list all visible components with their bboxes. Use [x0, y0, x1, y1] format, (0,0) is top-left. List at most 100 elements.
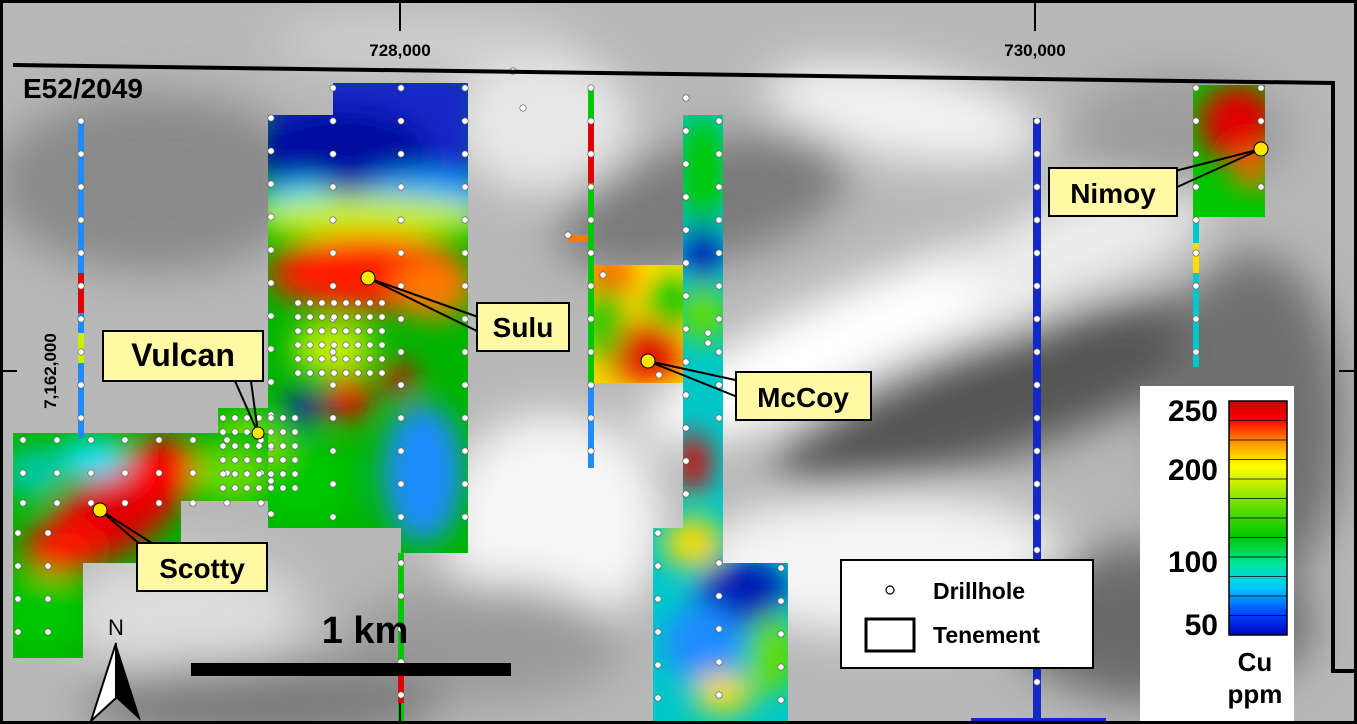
- drillhole-dot: [14, 628, 22, 636]
- colorbar-unit-ppm: ppm: [1228, 679, 1283, 709]
- drillhole-dot: [342, 355, 350, 363]
- drillhole-dot: [44, 529, 52, 537]
- drillhole-dot: [682, 94, 690, 102]
- drillhole-dot: [461, 249, 469, 257]
- drillhole-dot: [231, 442, 239, 450]
- easting-label-730000: 730,000: [1004, 41, 1065, 60]
- drillhole-dot: [1033, 117, 1041, 125]
- prospect-label-sulu: Sulu: [493, 312, 554, 343]
- drillhole-dot: [19, 469, 27, 477]
- drillhole-dot: [306, 299, 314, 307]
- drillhole-dot: [189, 499, 197, 507]
- drillhole-dot: [243, 428, 251, 436]
- drillhole-dot: [291, 470, 299, 478]
- prospect-label-nimoy: Nimoy: [1070, 178, 1156, 209]
- drillhole-dot: [378, 299, 386, 307]
- prospect-marker-nimoy: [1253, 141, 1269, 157]
- drillhole-dot: [1192, 348, 1200, 356]
- callout-box-mccoy: [735, 371, 872, 421]
- drillhole-dot: [53, 436, 61, 444]
- drillhole-dot: [53, 499, 61, 507]
- drillhole-dot: [397, 513, 405, 521]
- drillhole-dot: [294, 355, 302, 363]
- prospect-marker-mccoy: [640, 353, 656, 369]
- drillhole-dot: [397, 249, 405, 257]
- drillhole-dot: [44, 562, 52, 570]
- drillhole-dot: [461, 84, 469, 92]
- callout-box-vulcan: [102, 330, 264, 382]
- drillhole-dot: [279, 428, 287, 436]
- drillhole-dot: [704, 339, 712, 347]
- drillhole-dot: [267, 246, 275, 254]
- drillhole-dot: [682, 193, 690, 201]
- drillhole-dot: [77, 216, 85, 224]
- colorbar: 250 200 100 50 Cu ppm: [1140, 386, 1294, 721]
- drillhole-dot: [354, 369, 362, 377]
- drillhole-dot: [397, 592, 405, 600]
- drillhole-dot: [87, 436, 95, 444]
- drillhole-dot: [329, 513, 337, 521]
- drillhole-dot: [267, 510, 275, 518]
- drillhole-dot: [587, 183, 595, 191]
- prospect-scotty: Scotty: [92, 502, 268, 592]
- drillhole-dot: [14, 562, 22, 570]
- drillhole-dot: [397, 480, 405, 488]
- drillhole-dot: [19, 499, 27, 507]
- north-arrow-label: N: [108, 615, 124, 640]
- drillhole-dot: [366, 369, 374, 377]
- drillhole-dot: [255, 442, 263, 450]
- drillhole-dot: [655, 371, 663, 379]
- legend: Drillhole Tenement: [840, 559, 1094, 669]
- tenement-symbol-icon: [864, 617, 916, 653]
- drillhole-dot: [1033, 447, 1041, 455]
- drillhole-dot: [397, 315, 405, 323]
- drillhole-dot: [587, 117, 595, 125]
- drillhole-dot: [354, 327, 362, 335]
- drillhole-dot: [342, 313, 350, 321]
- drillhole-dot: [587, 249, 595, 257]
- colorbar-class-lines: [1229, 420, 1287, 616]
- drillhole-dot: [715, 150, 723, 158]
- drillhole-dot: [587, 282, 595, 290]
- drillhole-dot: [291, 414, 299, 422]
- prospect-sulu: Sulu: [360, 270, 570, 352]
- drillhole-dot: [330, 341, 338, 349]
- drillhole-dot: [704, 329, 712, 337]
- drillhole-dot: [366, 299, 374, 307]
- drillhole-dot: [291, 442, 299, 450]
- drillhole-dot: [329, 249, 337, 257]
- drillhole-dot: [294, 327, 302, 335]
- drillhole-dot: [715, 381, 723, 389]
- drillhole-dot: [318, 327, 326, 335]
- drillhole-dot: [461, 315, 469, 323]
- colorbar-unit-element: Cu: [1238, 647, 1273, 677]
- drillhole-dot: [330, 369, 338, 377]
- drillhole-dot: [294, 369, 302, 377]
- drillhole-dot: [1033, 150, 1041, 158]
- drillhole-dot: [1033, 546, 1041, 554]
- prospect-label-mccoy: McCoy: [757, 382, 849, 413]
- drillhole-dot: [77, 348, 85, 356]
- drillhole-dot: [329, 282, 337, 290]
- drillhole-dot: [330, 327, 338, 335]
- drillhole-dot: [329, 447, 337, 455]
- drillhole-dot: [397, 447, 405, 455]
- drillhole-dot: [564, 231, 572, 239]
- drillhole-dot: [267, 414, 275, 422]
- drillhole-dot: [329, 117, 337, 125]
- drillhole-dot: [267, 378, 275, 386]
- drillhole-dot: [243, 442, 251, 450]
- drillhole-dot: [682, 325, 690, 333]
- drillhole-dot: [682, 292, 690, 300]
- drillhole-dot: [715, 282, 723, 290]
- drillhole-dot: [291, 456, 299, 464]
- drillhole-dot: [318, 341, 326, 349]
- drillhole-dot: [1192, 216, 1200, 224]
- drillhole-dot: [219, 470, 227, 478]
- prospect-label-vulcan: Vulcan: [131, 337, 235, 373]
- drillhole-dot: [77, 249, 85, 257]
- drillhole-dot: [267, 279, 275, 287]
- north-arrow-icon: [116, 643, 141, 721]
- drillhole-dot: [243, 470, 251, 478]
- drillhole-dot: [1257, 117, 1265, 125]
